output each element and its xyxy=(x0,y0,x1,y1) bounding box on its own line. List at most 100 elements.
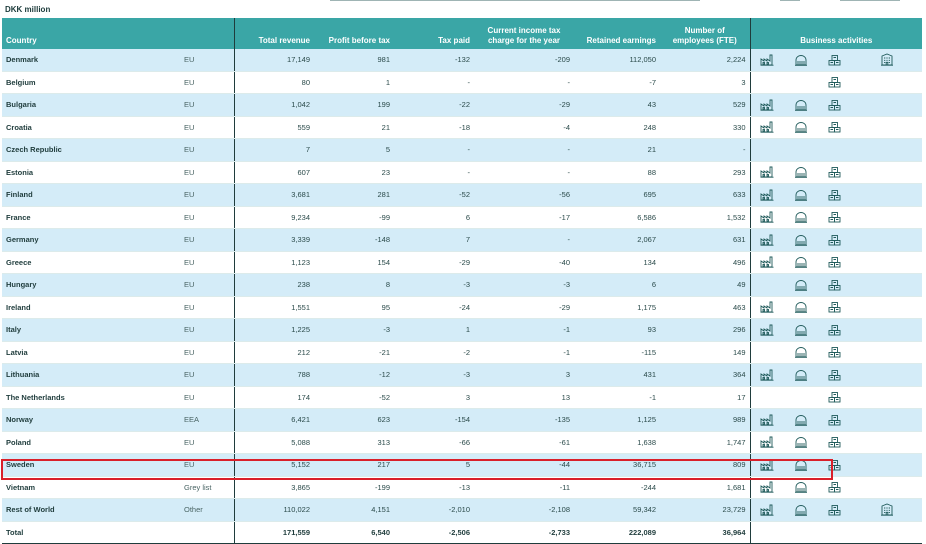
tax-paid-cell: - xyxy=(394,138,474,162)
region-label: EU xyxy=(180,341,234,364)
business-activity-cell xyxy=(784,431,818,454)
current-income-tax-cell: - xyxy=(474,71,574,94)
dome-building-icon xyxy=(794,302,808,313)
business-activity-cell xyxy=(749,251,784,274)
country-name: Hungary xyxy=(2,273,180,297)
profit-before-tax-cell: 5 xyxy=(314,138,394,162)
business-activity-cell xyxy=(818,408,852,432)
dome-building-icon xyxy=(794,212,808,223)
dome-building-icon xyxy=(794,324,808,336)
employees-cell: 293 xyxy=(660,161,750,184)
country-name: Lithuania xyxy=(2,363,180,387)
region-label: EU xyxy=(180,116,234,139)
table-row: Greece EU 1,123 154 -29 -40 134 496 xyxy=(2,251,923,274)
total-tax-paid: -2,506 xyxy=(394,520,474,544)
employees-cell: 49 xyxy=(660,273,750,297)
total-employees: 36,964 xyxy=(660,520,750,544)
business-activity-cell xyxy=(749,273,784,297)
stacked-boxes-icon xyxy=(828,369,842,381)
dome-building-icon xyxy=(794,99,808,111)
business-activity-cell xyxy=(784,49,818,72)
table-row: Rest of World Other 110,022 4,151 -2,010 -2,1… xyxy=(2,498,923,522)
total-revenue-cell: 238 xyxy=(233,273,314,297)
business-activity-cell xyxy=(852,161,923,184)
top-rule-right xyxy=(840,0,900,1)
profit-before-tax-cell: -3 xyxy=(314,318,394,342)
region-label: EU xyxy=(180,363,234,387)
current-income-tax-cell: -29 xyxy=(474,296,574,319)
factory-icon xyxy=(760,504,774,516)
total-revenue-cell: 80 xyxy=(233,71,314,94)
business-activity-cell xyxy=(818,296,852,319)
profit-before-tax-cell: 23 xyxy=(314,161,394,184)
region-label: EEA xyxy=(180,408,234,432)
table-row: France EU 9,234 -99 6 -17 6,586 1,532 xyxy=(2,206,923,229)
business-activity-cell xyxy=(749,138,784,162)
country-name: France xyxy=(2,206,180,229)
retained-earnings-cell: 93 xyxy=(574,318,660,342)
stacked-boxes-icon xyxy=(828,279,842,291)
factory-icon xyxy=(760,436,774,448)
tax-paid-cell: -18 xyxy=(394,116,474,139)
business-activity-cell xyxy=(749,116,784,139)
retained-earnings-cell: 2,067 xyxy=(574,228,660,252)
business-activity-cell xyxy=(852,296,923,319)
total-revenue-sum: 171,559 xyxy=(233,520,314,544)
header-tax-paid: Tax paid xyxy=(394,18,474,49)
business-activity-cell xyxy=(784,138,818,162)
country-name: Finland xyxy=(2,183,180,207)
country-name: Norway xyxy=(2,408,180,432)
business-activity-cell xyxy=(784,251,818,274)
business-activity-cell xyxy=(852,476,923,499)
business-activity-cell xyxy=(818,228,852,252)
business-activity-cell xyxy=(852,206,923,229)
profit-before-tax-cell: -99 xyxy=(314,206,394,229)
business-activity-cell xyxy=(784,161,818,184)
business-activity-cell xyxy=(852,93,923,117)
retained-earnings-cell: 21 xyxy=(574,138,660,162)
country-name: Denmark xyxy=(2,49,180,72)
table-row: Germany EU 3,339 -148 7-2,067 631 xyxy=(2,228,923,252)
stacked-boxes-icon xyxy=(828,77,842,88)
profit-before-tax-cell: 623 xyxy=(314,408,394,432)
tax-paid-cell: 3 xyxy=(394,386,474,409)
tax-paid-cell: - xyxy=(394,71,474,94)
dome-building-icon xyxy=(794,369,808,381)
dome-building-icon xyxy=(794,437,808,448)
total-revenue-cell: 3,681 xyxy=(233,183,314,207)
total-revenue-cell: 1,123 xyxy=(233,251,314,274)
employees-cell: 330 xyxy=(660,116,750,139)
header-profit-before-tax: Profit before tax xyxy=(314,18,394,49)
dome-building-icon xyxy=(794,189,808,201)
tax-paid-cell: 1 xyxy=(394,318,474,342)
tax-paid-cell: -3 xyxy=(394,273,474,297)
business-activity-cell xyxy=(784,273,818,297)
dome-building-icon xyxy=(794,504,808,516)
business-activity-cell xyxy=(749,49,784,72)
profit-before-tax-cell: 281 xyxy=(314,183,394,207)
retained-earnings-cell: 248 xyxy=(574,116,660,139)
table-row: Italy EU 1,225 -3 1 -1 93 296 xyxy=(2,318,923,342)
stacked-boxes-icon xyxy=(828,167,842,178)
total-revenue-cell: 17,149 xyxy=(233,49,314,72)
profit-before-tax-cell: 981 xyxy=(314,49,394,72)
total-revenue-cell: 212 xyxy=(233,341,314,364)
business-activity-cell xyxy=(784,476,818,499)
business-activity-cell xyxy=(818,318,852,342)
country-name: Latvia xyxy=(2,341,180,364)
factory-icon xyxy=(760,99,774,111)
total-row: Total 171,559 6,540 -2,506 -2,733 222,089 36,9… xyxy=(2,520,923,544)
current-income-tax-cell: -61 xyxy=(474,431,574,454)
business-activity-cell xyxy=(852,71,923,94)
total-revenue-cell: 1,042 xyxy=(233,93,314,117)
table-row: Croatia EU 559 21 -18 -4 248 330 xyxy=(2,116,923,139)
profit-before-tax-cell: 154 xyxy=(314,251,394,274)
current-income-tax-cell: -3 xyxy=(474,273,574,297)
country-name: Belgium xyxy=(2,71,180,94)
current-income-tax-cell: -2,108 xyxy=(474,498,574,522)
retained-earnings-cell: -244 xyxy=(574,476,660,499)
total-revenue-cell: 3,865 xyxy=(233,476,314,499)
factory-icon xyxy=(760,189,774,201)
header-current-income-tax: Current income tax charge for the year xyxy=(474,18,574,49)
stacked-boxes-icon xyxy=(828,122,842,133)
